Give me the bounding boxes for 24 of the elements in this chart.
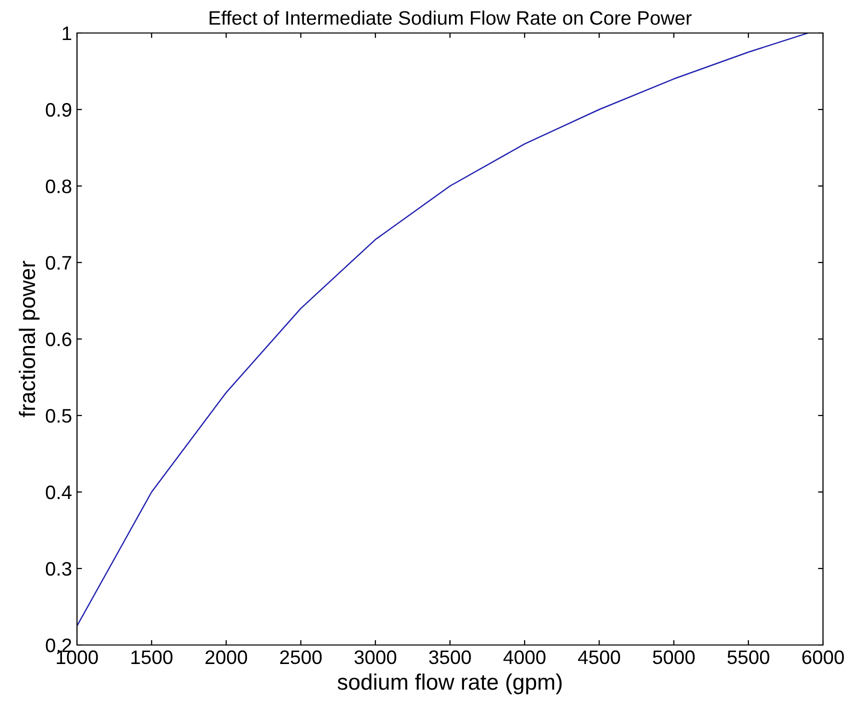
x-tick-label: 2000 (206, 650, 248, 664)
x-tick-label: 1000 (56, 650, 98, 664)
y-tick-label: 0.2 (46, 638, 72, 652)
line-series (77, 33, 809, 626)
x-tick-label: 6000 (802, 650, 844, 664)
y-tick-label: 0.4 (46, 485, 72, 500)
chart-title: Effect of Intermediate Sodium Flow Rate on Core Power (210, 10, 692, 25)
x-tick-label: 3000 (354, 650, 396, 664)
y-tick-label: 1 (62, 26, 72, 40)
y-tick-label: 0.7 (46, 256, 72, 270)
x-tick-label: 2500 (280, 650, 322, 664)
y-tick-label: 0.8 (46, 179, 72, 194)
x-tick-label: 5000 (652, 650, 695, 664)
x-tick-label: 4500 (578, 650, 620, 664)
y-tick-label: 0.9 (46, 102, 72, 117)
y-tick-label: 0.5 (46, 408, 72, 423)
x-tick-label: 3500 (429, 650, 471, 664)
x-tick-label: 4000 (503, 650, 546, 664)
x-tick-label: 1500 (131, 650, 172, 664)
x-axis-title: sodium flow rate (gpm) (338, 674, 562, 694)
y-tick-label: 0.3 (46, 562, 72, 576)
y-axis-title: fractional power (18, 260, 40, 418)
y-tick-label: 0.6 (46, 332, 72, 346)
x-tick-label: 5500 (728, 650, 770, 664)
